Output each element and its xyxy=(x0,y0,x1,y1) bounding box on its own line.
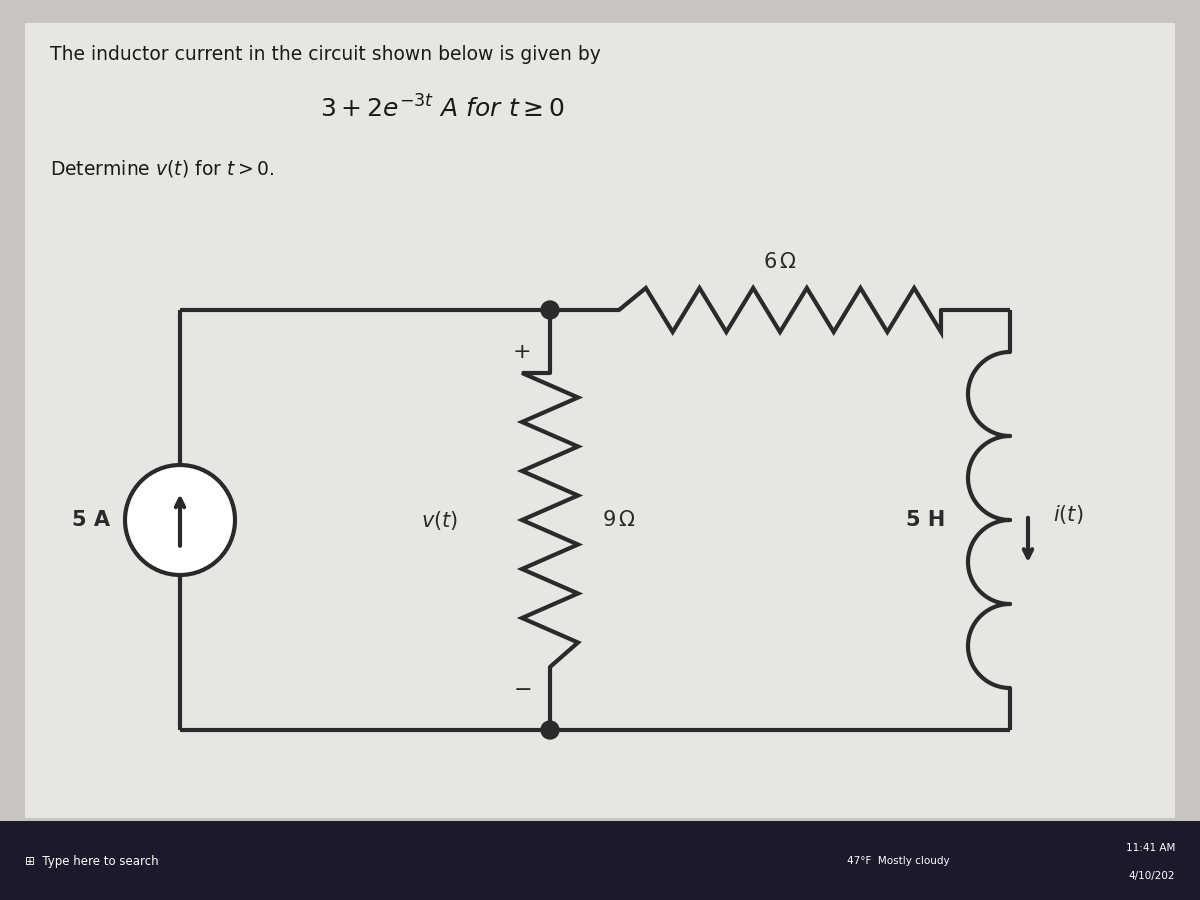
Circle shape xyxy=(541,301,559,319)
Text: $i(t)$: $i(t)$ xyxy=(1054,503,1084,526)
Text: +: + xyxy=(512,342,532,362)
Text: Determine $v(t)$ for $t > 0.$: Determine $v(t)$ for $t > 0.$ xyxy=(50,158,275,179)
Text: 47°F  Mostly cloudy: 47°F Mostly cloudy xyxy=(847,856,950,866)
Text: 4/10/202: 4/10/202 xyxy=(1128,871,1175,881)
FancyBboxPatch shape xyxy=(25,23,1175,818)
Text: $6\,\Omega$: $6\,\Omega$ xyxy=(763,252,797,272)
Text: ⊞  Type here to search: ⊞ Type here to search xyxy=(25,854,158,868)
Circle shape xyxy=(125,465,235,575)
Text: $v(t)$: $v(t)$ xyxy=(421,508,458,532)
FancyBboxPatch shape xyxy=(0,821,1200,900)
Text: $9\,\Omega$: $9\,\Omega$ xyxy=(602,510,636,530)
Text: $-$: $-$ xyxy=(512,678,532,698)
Text: 5 H: 5 H xyxy=(906,510,946,530)
Text: 11:41 AM: 11:41 AM xyxy=(1126,843,1175,853)
Text: The inductor current in the circuit shown below is given by: The inductor current in the circuit show… xyxy=(50,45,601,64)
Text: $3 + 2e^{-3t}\ A\ for\ t \geq 0$: $3 + 2e^{-3t}\ A\ for\ t \geq 0$ xyxy=(320,95,565,122)
Circle shape xyxy=(541,721,559,739)
Text: 5 A: 5 A xyxy=(72,510,110,530)
